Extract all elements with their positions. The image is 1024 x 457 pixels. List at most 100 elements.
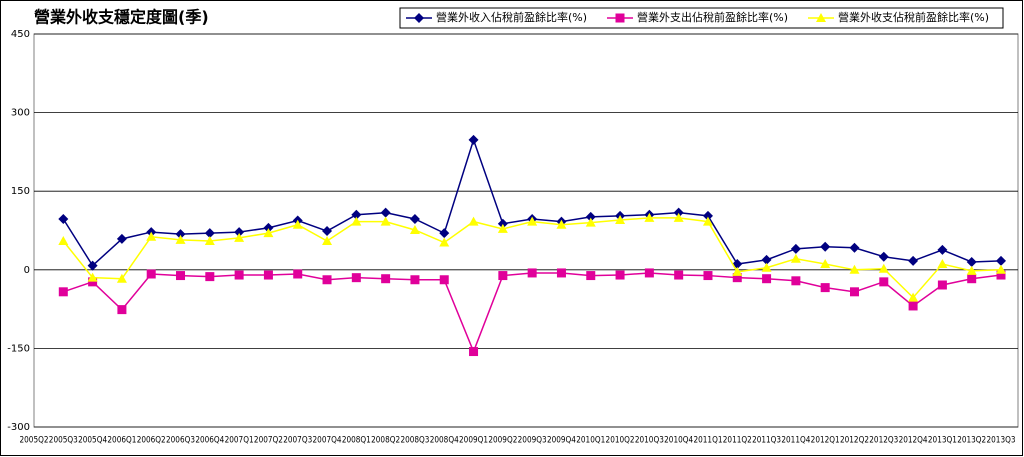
y-tick-label: 150 xyxy=(11,186,30,197)
x-tick-label: 2010Q1 xyxy=(576,436,605,446)
point xyxy=(908,292,919,302)
point xyxy=(87,272,98,282)
point xyxy=(293,269,303,279)
point xyxy=(439,228,450,239)
point xyxy=(263,270,273,280)
x-tick-label: 2006Q3 xyxy=(166,436,195,446)
point xyxy=(439,275,449,285)
chart-title: 營業外收支穩定度圖(季) xyxy=(34,8,209,27)
point xyxy=(703,271,713,281)
point xyxy=(790,253,801,263)
point xyxy=(849,287,859,297)
point xyxy=(322,235,333,245)
point xyxy=(234,232,245,242)
point xyxy=(586,271,596,281)
point xyxy=(322,275,332,285)
point xyxy=(644,212,655,222)
point xyxy=(351,209,362,220)
point xyxy=(585,211,596,222)
plot-area xyxy=(33,33,1019,428)
point xyxy=(414,13,424,23)
point xyxy=(673,207,684,218)
point xyxy=(146,231,157,241)
x-tick-label: 2007Q3 xyxy=(283,436,312,446)
point xyxy=(849,242,860,253)
point xyxy=(615,13,625,23)
point xyxy=(879,277,889,287)
point xyxy=(497,223,508,233)
point xyxy=(761,262,772,272)
point xyxy=(556,219,567,229)
y-tick-label: 300 xyxy=(11,108,30,119)
y-tick-label: 450 xyxy=(11,29,30,40)
point xyxy=(762,274,772,284)
x-tick-label: 2010Q2 xyxy=(606,436,635,446)
point xyxy=(351,216,362,226)
point xyxy=(615,270,625,280)
point xyxy=(380,207,391,218)
point xyxy=(644,268,654,278)
point xyxy=(585,217,596,227)
point xyxy=(175,234,186,244)
x-tick-label: 2013Q3 xyxy=(987,436,1016,446)
x-tick-label: 2008Q1 xyxy=(342,436,371,446)
point xyxy=(996,270,1006,280)
x-tick-label: 2012Q3 xyxy=(869,436,898,446)
point xyxy=(204,235,215,245)
point xyxy=(204,228,215,239)
y-tick-label: -300 xyxy=(7,422,30,433)
point xyxy=(58,213,69,224)
x-tick-label: 2007Q4 xyxy=(313,436,342,446)
point xyxy=(996,264,1006,274)
point xyxy=(409,213,420,224)
point xyxy=(761,254,772,265)
point xyxy=(673,212,684,222)
point xyxy=(791,276,801,286)
point xyxy=(87,260,98,271)
x-tick-label: 2011Q4 xyxy=(781,436,810,446)
point xyxy=(439,237,450,247)
point xyxy=(732,266,743,276)
x-tick-label: 2011Q1 xyxy=(693,436,722,446)
point xyxy=(116,273,127,283)
point xyxy=(702,216,713,226)
x-tick-label: 2005Q2 xyxy=(20,436,49,446)
x-tick-label: 2010Q4 xyxy=(664,436,693,446)
point xyxy=(878,263,889,273)
point xyxy=(966,256,977,267)
x-tick-label: 2012Q2 xyxy=(840,436,869,446)
x-tick-label: 2013Q2 xyxy=(957,436,986,446)
point xyxy=(58,235,69,245)
point xyxy=(908,255,919,266)
x-tick-label: 2009Q1 xyxy=(459,436,488,446)
point xyxy=(820,283,830,293)
point xyxy=(409,224,420,234)
point xyxy=(527,216,538,226)
x-tick-label: 2010Q3 xyxy=(635,436,664,446)
point xyxy=(88,277,98,287)
point xyxy=(732,273,742,283)
point xyxy=(674,270,684,280)
legend-label: 營業外支出佔稅前盈餘比率(%) xyxy=(637,10,788,24)
y-tick-label: -150 xyxy=(7,343,30,354)
x-tick-label: 2006Q4 xyxy=(195,436,224,446)
point xyxy=(908,301,918,311)
x-tick-label: 2008Q2 xyxy=(371,436,400,446)
legend-label: 營業外收入佔稅前盈餘比率(%) xyxy=(436,10,587,24)
point xyxy=(234,270,244,280)
point xyxy=(146,269,156,279)
point xyxy=(175,229,186,240)
x-tick-label: 2008Q4 xyxy=(430,436,459,446)
point xyxy=(820,241,831,252)
point xyxy=(292,219,303,229)
point xyxy=(849,264,860,274)
point xyxy=(937,244,948,255)
x-tick-label: 2006Q1 xyxy=(107,436,136,446)
point xyxy=(58,287,68,297)
y-tick-label: 0 xyxy=(24,265,30,276)
point xyxy=(527,268,537,278)
point xyxy=(556,268,566,278)
point xyxy=(967,274,977,284)
